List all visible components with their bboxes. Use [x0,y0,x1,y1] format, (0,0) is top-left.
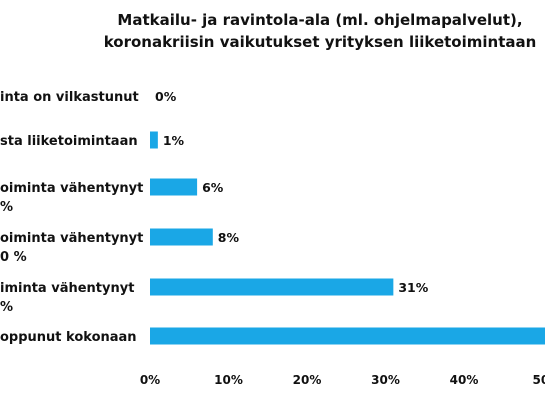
category-label-4: iminta vähentynyt [0,281,134,296]
x-tick-label-3: 30% [371,373,400,387]
bar-5 [150,327,545,345]
x-tick-label-4: 40% [450,373,479,387]
x-axis-ticks: 0% 10% 20% 30% 40% 50 [140,373,545,387]
value-label-2: 6% [202,180,224,195]
bar-3 [150,228,213,246]
x-tick-label-2: 20% [293,373,322,387]
chart-title: Matkailu- ja ravintola-ala (ml. ohjelmap… [117,11,522,29]
bars-layer [150,131,545,345]
x-tick-label-1: 10% [214,373,243,387]
category-label-0: inta on vilkastunut [0,90,139,105]
value-label-1: 1% [163,133,185,148]
x-tick-label-0: 0% [140,373,160,387]
value-label-0: 0% [155,89,177,104]
bar-1 [150,131,158,149]
bar-2 [150,178,198,196]
value-label-3: 8% [218,230,240,245]
x-tick-label-5: 50 [533,373,545,387]
category-labels: inta on vilkastunut sta liiketoimintaan oi… [0,90,143,345]
category-label-3-line-1: 0 % [0,250,27,265]
category-label-5: oppunut kokonaan [0,330,137,345]
chart-subtitle: koronakriisin vaikutukset yrityksen liik… [104,33,537,51]
category-label-4-line-1: % [0,300,13,315]
category-label-1: sta liiketoimintaan [0,134,138,149]
bar-4 [150,278,394,296]
category-label-2: oiminta vähentynyt [0,181,143,196]
value-label-4: 31% [398,280,428,295]
category-label-2-line-1: % [0,200,13,215]
category-label-3: oiminta vähentynyt [0,231,143,246]
value-labels: 0% 1% 6% 8% 31% [155,89,429,295]
